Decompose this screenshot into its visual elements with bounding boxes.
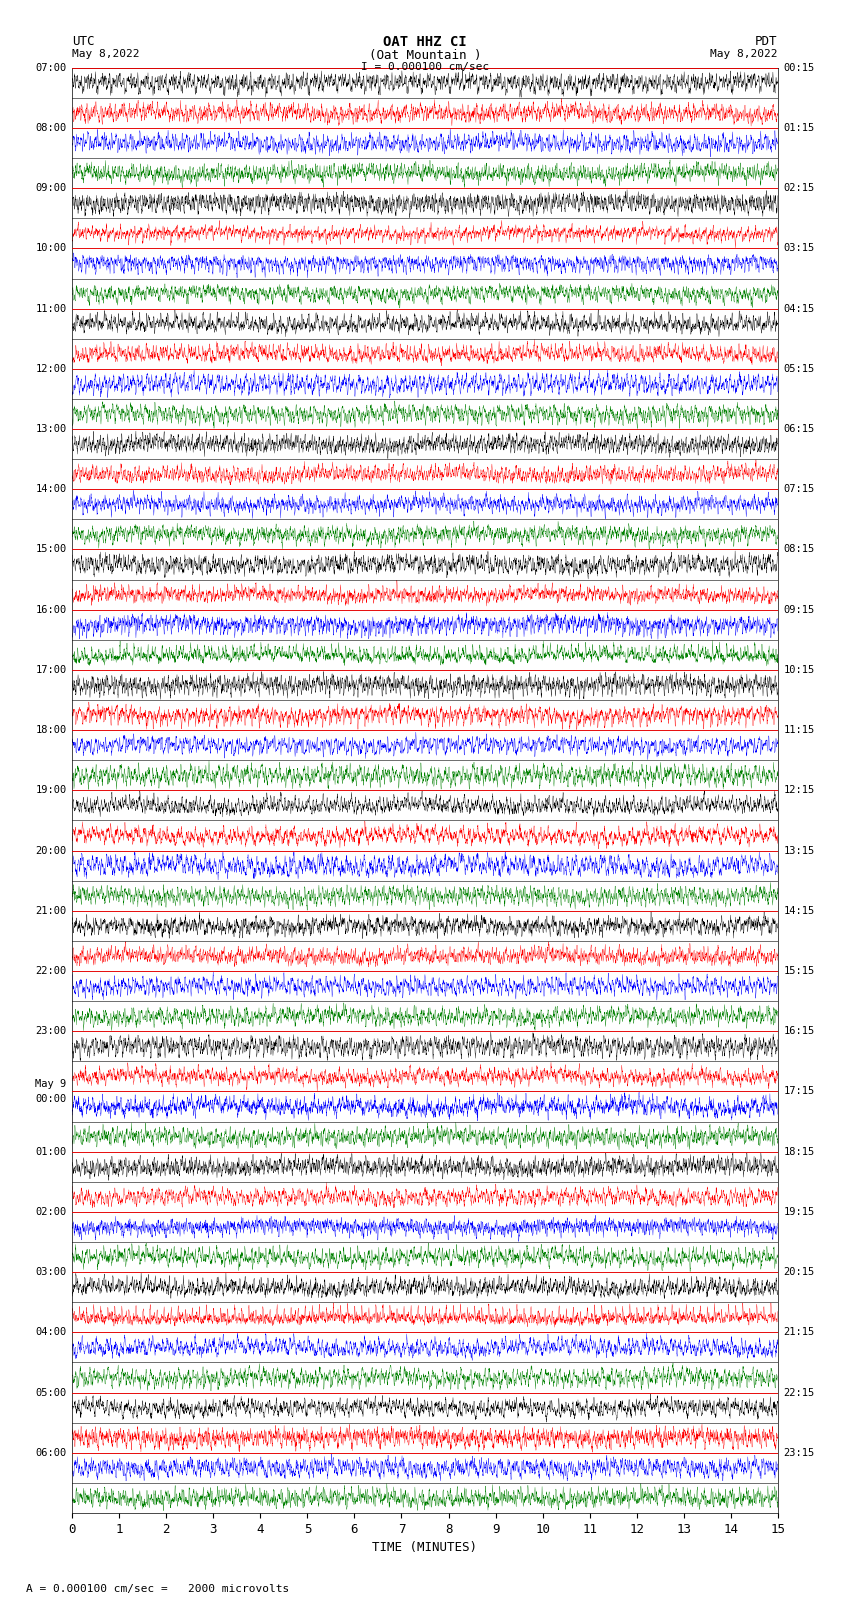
Text: 00:00: 00:00 xyxy=(36,1094,66,1105)
Text: 02:00: 02:00 xyxy=(36,1207,66,1216)
Text: 08:00: 08:00 xyxy=(36,123,66,132)
X-axis label: TIME (MINUTES): TIME (MINUTES) xyxy=(372,1542,478,1555)
Text: PDT: PDT xyxy=(756,35,778,48)
Text: 14:00: 14:00 xyxy=(36,484,66,494)
Text: 17:00: 17:00 xyxy=(36,665,66,674)
Text: 00:15: 00:15 xyxy=(784,63,814,73)
Text: 05:00: 05:00 xyxy=(36,1387,66,1397)
Text: 22:15: 22:15 xyxy=(784,1387,814,1397)
Text: 01:00: 01:00 xyxy=(36,1147,66,1157)
Text: 06:15: 06:15 xyxy=(784,424,814,434)
Text: 11:15: 11:15 xyxy=(784,726,814,736)
Text: 09:15: 09:15 xyxy=(784,605,814,615)
Text: 12:00: 12:00 xyxy=(36,365,66,374)
Text: 08:15: 08:15 xyxy=(784,545,814,555)
Text: 13:00: 13:00 xyxy=(36,424,66,434)
Text: 23:00: 23:00 xyxy=(36,1026,66,1036)
Text: A = 0.000100 cm/sec =   2000 microvolts: A = 0.000100 cm/sec = 2000 microvolts xyxy=(26,1584,289,1594)
Text: 02:15: 02:15 xyxy=(784,184,814,194)
Text: 15:00: 15:00 xyxy=(36,545,66,555)
Text: 03:00: 03:00 xyxy=(36,1268,66,1277)
Text: 04:15: 04:15 xyxy=(784,303,814,313)
Text: 04:00: 04:00 xyxy=(36,1327,66,1337)
Text: 16:15: 16:15 xyxy=(784,1026,814,1036)
Text: 11:00: 11:00 xyxy=(36,303,66,313)
Text: 18:00: 18:00 xyxy=(36,726,66,736)
Text: 16:00: 16:00 xyxy=(36,605,66,615)
Text: 15:15: 15:15 xyxy=(784,966,814,976)
Text: 22:00: 22:00 xyxy=(36,966,66,976)
Text: 09:00: 09:00 xyxy=(36,184,66,194)
Text: 23:15: 23:15 xyxy=(784,1448,814,1458)
Text: OAT HHZ CI: OAT HHZ CI xyxy=(383,35,467,48)
Text: May 8,2022: May 8,2022 xyxy=(72,50,139,60)
Text: 21:00: 21:00 xyxy=(36,907,66,916)
Text: 03:15: 03:15 xyxy=(784,244,814,253)
Text: 21:15: 21:15 xyxy=(784,1327,814,1337)
Text: 20:00: 20:00 xyxy=(36,845,66,855)
Text: May 8,2022: May 8,2022 xyxy=(711,50,778,60)
Text: 12:15: 12:15 xyxy=(784,786,814,795)
Text: 05:15: 05:15 xyxy=(784,365,814,374)
Text: (Oat Mountain ): (Oat Mountain ) xyxy=(369,50,481,63)
Text: 06:00: 06:00 xyxy=(36,1448,66,1458)
Text: 19:00: 19:00 xyxy=(36,786,66,795)
Text: 20:15: 20:15 xyxy=(784,1268,814,1277)
Text: 14:15: 14:15 xyxy=(784,907,814,916)
Text: 18:15: 18:15 xyxy=(784,1147,814,1157)
Text: 13:15: 13:15 xyxy=(784,845,814,855)
Text: 10:00: 10:00 xyxy=(36,244,66,253)
Text: 17:15: 17:15 xyxy=(784,1087,814,1097)
Text: 07:00: 07:00 xyxy=(36,63,66,73)
Text: May 9: May 9 xyxy=(36,1079,66,1089)
Text: 01:15: 01:15 xyxy=(784,123,814,132)
Text: 07:15: 07:15 xyxy=(784,484,814,494)
Text: I = 0.000100 cm/sec: I = 0.000100 cm/sec xyxy=(361,63,489,73)
Text: 19:15: 19:15 xyxy=(784,1207,814,1216)
Text: UTC: UTC xyxy=(72,35,94,48)
Text: 10:15: 10:15 xyxy=(784,665,814,674)
